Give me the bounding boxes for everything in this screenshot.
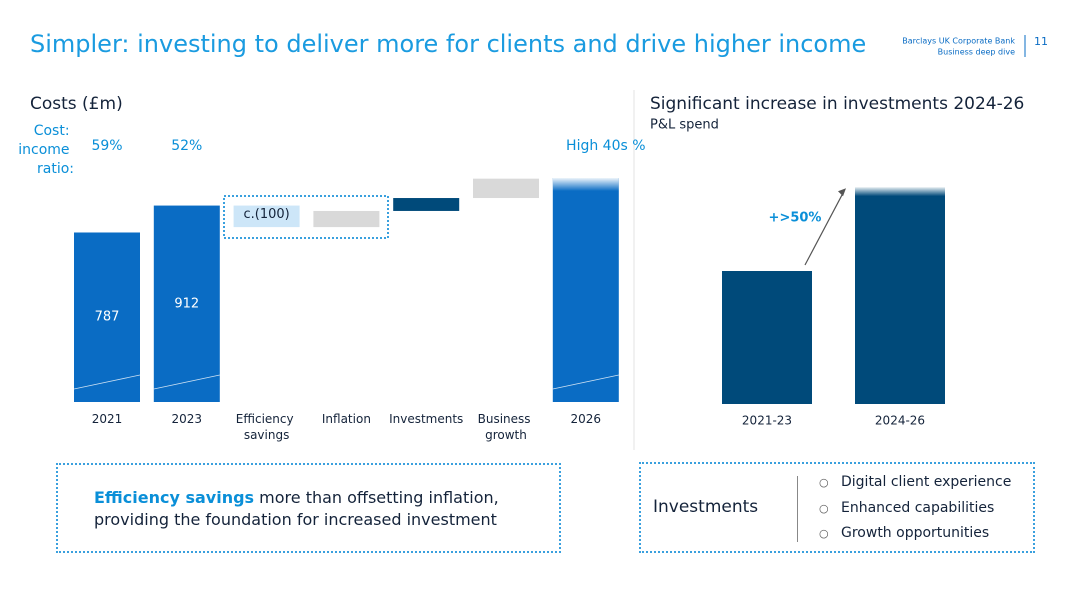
bullet: ○ bbox=[819, 501, 829, 515]
ratio: 52% bbox=[171, 138, 202, 154]
x-tick-label: 2024-26 bbox=[875, 414, 925, 428]
page-number: 11 bbox=[1034, 35, 1048, 48]
x-tick-label: 2021-23 bbox=[742, 414, 792, 428]
bar-decoration bbox=[153, 374, 220, 390]
bar bbox=[153, 205, 220, 402]
callout-text: Efficiency savings more than offsetting … bbox=[94, 487, 534, 531]
bullet: ○ bbox=[819, 527, 829, 540]
callout-body: more than offsetting inflation, providin… bbox=[94, 488, 499, 529]
bar-decoration bbox=[552, 374, 619, 390]
value-label: 912 bbox=[174, 296, 199, 311]
fade bbox=[552, 177, 619, 191]
x-tick-label: Efficiency savings bbox=[236, 412, 298, 442]
x-tick-label: 2026 bbox=[571, 412, 602, 426]
slide-title: Simpler: investing to deliver more for c… bbox=[30, 30, 866, 58]
bar bbox=[722, 271, 812, 404]
chart-title: Costs (£m) bbox=[30, 94, 123, 114]
item-row: ○ Enhanced capabilities bbox=[819, 496, 1011, 522]
callout-title: Investments bbox=[653, 497, 759, 517]
x-tick-label: 2021 bbox=[92, 412, 123, 426]
ratio-label: Cost: income ratio: bbox=[18, 123, 74, 177]
chart-title: Significant increase in investments 2024… bbox=[650, 94, 1024, 114]
bar bbox=[313, 210, 380, 228]
bullet: ○ bbox=[819, 476, 829, 489]
section: Business deep dive bbox=[938, 48, 1015, 57]
bar-decoration bbox=[73, 374, 141, 390]
arrow bbox=[804, 190, 845, 266]
value-label: 787 bbox=[95, 310, 120, 325]
x-tick-label: Investments bbox=[389, 412, 463, 426]
value-label: c.(100) bbox=[243, 207, 289, 222]
callout-box: Efficiency savings more than offsetting … bbox=[56, 463, 561, 553]
bar bbox=[74, 232, 140, 402]
divider bbox=[797, 476, 798, 542]
item: Enhanced capabilities bbox=[841, 499, 995, 516]
ratio: 59% bbox=[91, 138, 122, 154]
bar bbox=[393, 198, 460, 211]
bar bbox=[233, 205, 300, 228]
bar bbox=[473, 178, 539, 199]
bar bbox=[855, 187, 945, 404]
chart-subtitle: P&L spend bbox=[650, 118, 719, 133]
item: Growth opportunities bbox=[841, 525, 990, 541]
callout-box: Investments ○ Digital client experience ○ E… bbox=[639, 462, 1035, 553]
bar bbox=[552, 178, 619, 402]
highlight-box bbox=[223, 195, 389, 239]
item-list: ○ Digital client experience ○ Enhanced capa… bbox=[819, 470, 1011, 547]
fade bbox=[855, 186, 945, 197]
x-tick-label: Business growth bbox=[478, 412, 535, 442]
ratio: High 40s % bbox=[566, 138, 646, 154]
annotation: +>50% bbox=[769, 211, 822, 226]
callout-bold: Efficiency savings bbox=[94, 488, 255, 507]
arrow-head bbox=[838, 188, 846, 197]
x-tick-label: 2023 bbox=[172, 412, 203, 426]
x-tick-label: Inflation bbox=[322, 412, 371, 426]
item-row: ○ Digital client experience bbox=[819, 470, 1011, 496]
item: Digital client experience bbox=[841, 474, 1012, 490]
brand: Barclays UK Corporate Bank bbox=[902, 37, 1015, 46]
item-row: ○ Growth opportunities bbox=[819, 521, 1011, 547]
